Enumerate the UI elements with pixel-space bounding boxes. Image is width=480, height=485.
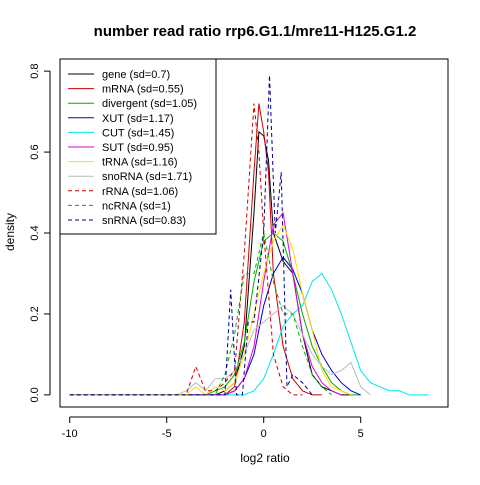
axes: -10 -5 0 5 0.0 0.2 0.4 0.6 0.8	[29, 63, 364, 440]
series-line-snrna	[69, 75, 313, 396]
y-tick-label: 0.4	[29, 225, 41, 240]
legend-label: CUT (sd=1.45)	[102, 127, 174, 139]
legend-label: XUT (sd=1.17)	[102, 113, 174, 125]
x-tick-label: -5	[162, 428, 172, 440]
y-tick-label: 0.0	[29, 387, 41, 402]
legend-label: snRNA (sd=0.83)	[102, 215, 186, 227]
series-line-cut	[69, 272, 429, 396]
x-tick-label: 5	[358, 428, 364, 440]
series-line-mrna	[69, 103, 322, 396]
y-tick-label: 0.8	[29, 63, 41, 78]
legend-label: tRNA (sd=1.16)	[102, 157, 178, 169]
y-axis-label: density	[3, 213, 17, 251]
series-line-snorna	[69, 305, 371, 396]
series-line-divergent	[69, 232, 361, 396]
legend-label: mRNA (sd=0.55)	[102, 84, 184, 96]
x-axis-label: log2 ratio	[240, 451, 290, 465]
series-lines	[69, 75, 429, 396]
y-tick-label: 0.6	[29, 144, 41, 159]
legend-label: divergent (sd=1.05)	[102, 98, 197, 110]
chart-title: number read ratio rrp6.G1.1/mre11-H125.G…	[94, 23, 417, 40]
legend-label: gene (sd=0.7)	[102, 69, 170, 81]
legend-label: snoRNA (sd=1.71)	[102, 171, 192, 183]
series-line-rrna	[69, 103, 303, 396]
x-tick-label: 0	[261, 428, 267, 440]
legend-label: SUT (sd=0.95)	[102, 142, 174, 154]
y-tick-label: 0.2	[29, 306, 41, 321]
legend: gene (sd=0.7) mRNA (sd=0.55) divergent (sd…	[59, 58, 217, 235]
legend-label: rRNA (sd=1.06)	[102, 186, 178, 198]
x-tick-label: -10	[62, 428, 78, 440]
legend-label: ncRNA (sd=1)	[102, 200, 171, 212]
